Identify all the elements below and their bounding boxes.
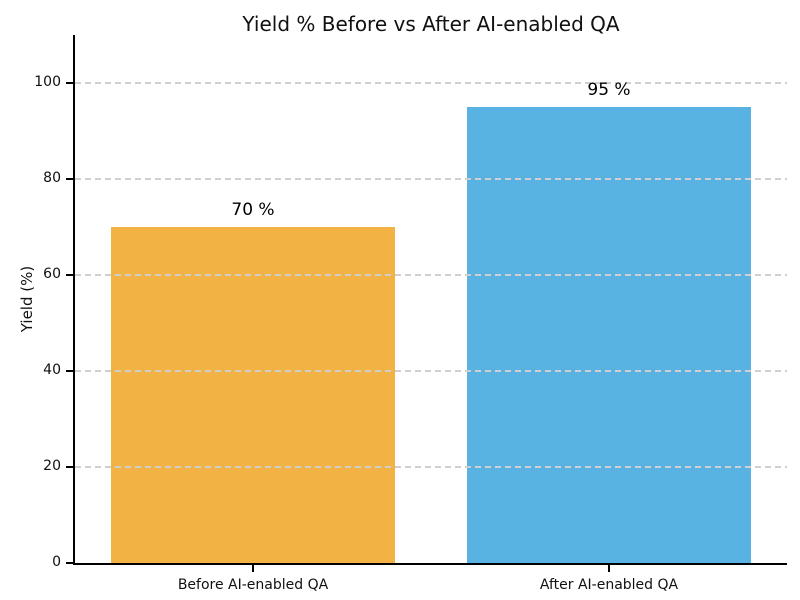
bar-1 — [466, 107, 752, 563]
y-tick-label-40: 40 — [43, 362, 61, 378]
y-tick-label-100: 100 — [34, 74, 61, 90]
bar-0 — [110, 227, 396, 563]
x-tick-mark-1 — [608, 565, 610, 572]
bar-value-label-0: 70 % — [231, 200, 275, 220]
plot-area: 0 20 40 60 80 100 70 % Before AI-enabled QA 95 %… — [34, 35, 787, 593]
y-tick-mark-20 — [66, 466, 73, 468]
gridline-40 — [75, 370, 787, 372]
x-tick-mark-0 — [252, 565, 254, 572]
y-tick-label-0: 0 — [52, 554, 61, 570]
gridline-100 — [75, 82, 787, 84]
bar-value-label-1: 95 % — [587, 80, 631, 100]
y-tick-mark-100 — [66, 82, 73, 84]
chart-title: Yield % Before vs After AI-enabled QA — [242, 12, 620, 36]
y-tick-mark-40 — [66, 370, 73, 372]
y-axis-spine — [73, 35, 75, 565]
y-tick-label-20: 20 — [43, 458, 61, 474]
y-tick-label-60: 60 — [43, 266, 61, 282]
gridline-80 — [75, 178, 787, 180]
x-tick-label-1: After AI-enabled QA — [539, 577, 679, 593]
x-tick-label-0: Before AI-enabled QA — [177, 577, 329, 593]
gridline-60 — [75, 274, 787, 276]
y-tick-mark-0 — [66, 562, 73, 564]
y-tick-mark-60 — [66, 274, 73, 276]
y-tick-label-80: 80 — [43, 170, 61, 186]
gridline-20 — [75, 466, 787, 468]
y-tick-mark-80 — [66, 178, 73, 180]
x-axis-spine — [73, 563, 787, 565]
